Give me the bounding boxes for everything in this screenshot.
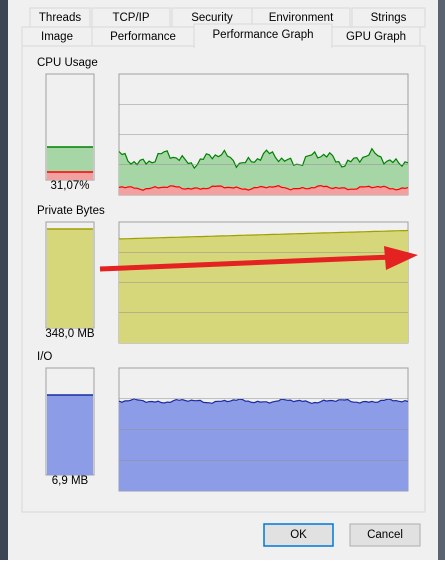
- tab-join: [195, 45, 331, 48]
- annotation-arrow: [99, 254, 393, 272]
- tab-label: Strings: [371, 12, 407, 24]
- meter-fill: [47, 229, 93, 328]
- ok-button[interactable]: [263, 523, 334, 547]
- cancel-label: Cancel: [367, 529, 403, 541]
- graph-area: [119, 398, 408, 491]
- meter-fill: [47, 395, 93, 475]
- right-edge: [438, 0, 445, 560]
- panel-label: I/O: [37, 351, 52, 363]
- graph-area: [119, 148, 408, 195]
- left-edge: [0, 0, 8, 560]
- graph-line: [119, 229, 409, 240]
- tab-label: TCP/IP: [112, 12, 149, 24]
- tab-label: GPU Graph: [346, 31, 406, 43]
- graph-panels: CPU Usage 31,07% Private Bytes 348,0 MB I/O 6…: [37, 57, 409, 492]
- panel-label: CPU Usage: [37, 57, 98, 69]
- ok-label: OK: [290, 529, 307, 541]
- tab-strip: Threads TCP/IP Security Environment Strings I…: [21, 7, 426, 48]
- panel-label: Private Bytes: [37, 205, 105, 217]
- meter-value: 348,0 MB: [45, 328, 95, 340]
- graph-line: [118, 147, 409, 170]
- cancel-button[interactable]: [349, 523, 421, 547]
- graph-line: [118, 184, 409, 191]
- tab-label: Environment: [269, 12, 334, 24]
- tab-label: Security: [191, 12, 233, 24]
- meter-fill: [47, 172, 93, 180]
- tab-label: Performance: [110, 31, 176, 43]
- meter-value: 6,9 MB: [52, 475, 89, 487]
- tab-label: Image: [41, 31, 73, 43]
- tab-label: Performance Graph: [213, 29, 314, 41]
- meter-value: 31,07%: [50, 180, 89, 192]
- tab[interactable]: [331, 26, 421, 47]
- tab-label: Threads: [39, 12, 81, 24]
- annotation-arrowhead: [384, 246, 418, 270]
- graph-line: [118, 398, 409, 405]
- graph-area: [119, 230, 408, 343]
